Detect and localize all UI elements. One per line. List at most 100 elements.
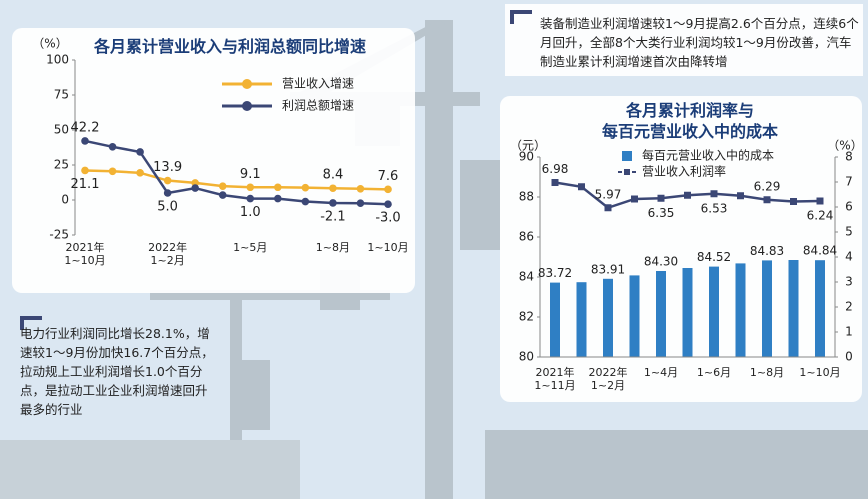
bar <box>735 263 746 357</box>
data-label: -3.0 <box>375 211 400 226</box>
y-tick-label: 25 <box>54 158 69 172</box>
legend-swatch <box>624 169 630 175</box>
bar <box>629 275 640 357</box>
point <box>710 190 718 198</box>
data-label: 8.4 <box>323 168 344 183</box>
bar <box>656 271 666 357</box>
y-tick-label: -25 <box>49 228 69 242</box>
data-label: -2.1 <box>320 209 345 224</box>
legend-label: 每百元营业收入中的成本 <box>642 148 774 163</box>
x-tick-label: 1~10月 <box>799 366 841 379</box>
data-label: 5.97 <box>595 187 622 201</box>
y2-axis-unit: （%） <box>827 139 862 153</box>
point <box>136 169 144 177</box>
point <box>81 166 89 175</box>
note-box <box>505 4 863 76</box>
y2-tick-label: 4 <box>845 250 853 264</box>
x-tick-label: 2022年 1~2月 <box>148 241 188 267</box>
point <box>136 148 144 156</box>
y-tick-label: 0 <box>61 193 69 207</box>
y-tick-label: 80 <box>519 350 534 364</box>
data-label: 84.30 <box>644 255 678 269</box>
data-label: 7.6 <box>378 169 399 184</box>
legend-swatch <box>622 151 632 161</box>
y2-tick-label: 2 <box>845 300 853 314</box>
legend-swatch <box>242 79 252 89</box>
point <box>763 196 771 204</box>
note: 电力行业利润同比增长28.1%，增速较1～9月份加快16.7个百分点，拉动规上工… <box>20 326 214 417</box>
bar <box>682 268 693 357</box>
point <box>163 176 172 185</box>
note: 装备制造业利润增速较1～9月提高2.6个百分点，连续6个月回升，全部8个大类行业… <box>540 16 859 69</box>
point <box>218 191 227 199</box>
x-tick-label: 1~5月 <box>233 241 268 254</box>
bar <box>550 282 560 357</box>
x-tick-label: 1~6月 <box>696 366 732 379</box>
y-tick-label: 90 <box>519 150 534 164</box>
chart-title: 各月累计利润率与 每百元营业收入中的成本 <box>601 101 778 141</box>
point <box>301 197 310 206</box>
y2-tick-label: 5 <box>845 225 853 239</box>
data-label: 1.0 <box>240 205 261 220</box>
x-tick-label: 2021年 1~10月 <box>64 241 106 267</box>
y-tick-label: 84 <box>519 270 534 284</box>
point <box>384 185 392 194</box>
data-label: 83.91 <box>591 262 625 276</box>
point <box>384 200 392 208</box>
deco <box>510 10 514 24</box>
point <box>737 192 744 200</box>
point <box>163 189 172 197</box>
y2-tick-label: 0 <box>845 350 853 364</box>
series-line <box>84 139 389 206</box>
point <box>108 167 117 176</box>
data-label: 6.24 <box>807 209 834 223</box>
chart-title: 各月累计营业收入与利润总额同比增速 <box>93 37 366 56</box>
point <box>578 183 585 191</box>
x-tick-label: 1~4月 <box>643 366 679 379</box>
bar <box>788 260 799 357</box>
x-tick-label: 1~8月 <box>315 241 351 254</box>
x-tick-label: 2021年 1~11月 <box>534 366 576 392</box>
deco <box>20 316 24 330</box>
data-label: 84.83 <box>750 244 784 258</box>
bar <box>576 282 587 357</box>
point <box>108 143 117 151</box>
data-label: 21.1 <box>71 177 100 192</box>
point <box>816 197 824 205</box>
data-label: 84.52 <box>697 250 731 264</box>
data-label: 6.35 <box>648 206 675 220</box>
point <box>329 199 337 207</box>
legend-label: 利润总额增速 <box>282 99 354 113</box>
y-tick-label: 100 <box>46 53 69 67</box>
data-label: 42.2 <box>71 120 100 135</box>
y2-tick-label: 8 <box>845 150 853 164</box>
y-tick-label: 75 <box>54 88 69 102</box>
point <box>246 194 255 203</box>
deco <box>20 316 42 320</box>
series-line <box>84 169 389 191</box>
data-label: 9.1 <box>240 167 261 182</box>
point <box>790 198 797 205</box>
legend-label: 营业收入利润率 <box>642 164 726 179</box>
point <box>551 179 559 186</box>
y2-tick-label: 7 <box>845 175 853 189</box>
x-tick-label: 1~10月 <box>367 241 409 254</box>
data-label: 13.9 <box>153 160 182 175</box>
data-label: 6.53 <box>701 201 728 215</box>
y2-tick-label: 3 <box>845 275 853 289</box>
point <box>356 185 365 193</box>
data-label: 6.98 <box>542 162 569 176</box>
legend-swatch <box>242 101 252 111</box>
data-label: 5.0 <box>157 200 178 215</box>
point <box>301 183 310 192</box>
point <box>218 182 227 190</box>
point <box>274 194 282 203</box>
panel <box>12 28 415 293</box>
point <box>274 183 282 192</box>
y-tick-label: 88 <box>519 190 534 204</box>
x-tick-label: 2022年 1~2月 <box>588 366 628 392</box>
deco <box>510 10 532 14</box>
point <box>604 204 612 212</box>
